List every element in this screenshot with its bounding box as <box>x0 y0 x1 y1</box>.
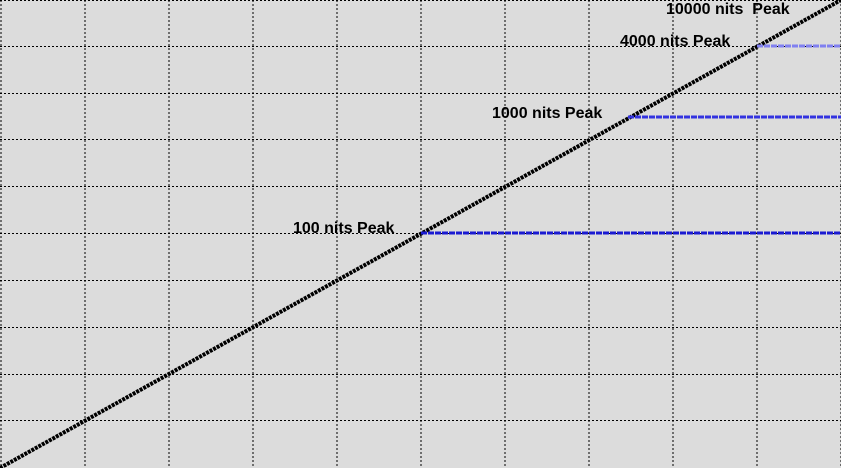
annotation-1000-nits: 1000 nits Peak <box>492 105 602 122</box>
annotation-group: 100 nits Peak 1000 nits Peak 4000 nits P… <box>293 1 790 237</box>
annotation-100-nits: 100 nits Peak <box>293 220 395 237</box>
annotation-10000-nits: 10000 nits Peak <box>666 1 790 18</box>
annotation-4000-nits: 4000 nits Peak <box>620 33 730 50</box>
